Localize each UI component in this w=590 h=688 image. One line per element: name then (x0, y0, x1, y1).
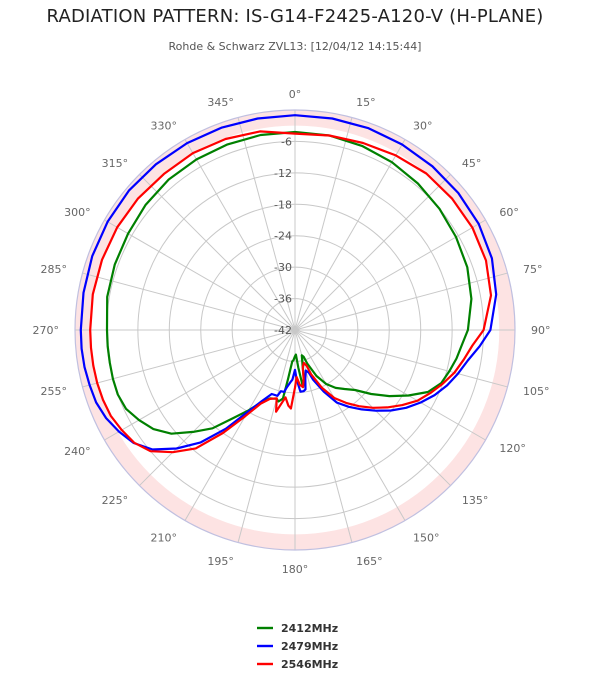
angle-tick-label: 165° (356, 555, 383, 568)
angle-tick-label: 225° (102, 494, 129, 507)
angle-tick-label: 240° (64, 445, 91, 458)
angle-tick-label: 330° (151, 120, 178, 133)
series-lines (79, 114, 498, 454)
grid-spoke (104, 329, 296, 441)
chart-title: RADIATION PATTERN: IS-G14-F2425-A120-V (… (46, 6, 544, 27)
grid-spoke (139, 174, 296, 331)
outer-ring (74, 109, 516, 551)
angle-tick-label: 0° (289, 88, 302, 101)
grid-spoke (82, 272, 296, 331)
radial-tick-label: -30 (274, 261, 292, 274)
angle-tick-label: 15° (356, 96, 376, 109)
grid-spoke (82, 329, 296, 388)
angle-tick-label: 210° (151, 531, 178, 544)
angle-tick-label: 30° (413, 120, 433, 133)
grid-spoke (104, 219, 296, 331)
radial-tick-label: -6 (281, 135, 292, 148)
grid-spoke (294, 139, 406, 331)
polar-grid (74, 109, 516, 551)
grid-spoke (294, 117, 353, 331)
grid-spoke (184, 329, 296, 521)
series-line-2546MHz (89, 130, 493, 454)
grid-spoke (294, 329, 353, 543)
grid-spoke (184, 139, 296, 331)
angle-tick-label: 300° (64, 206, 91, 219)
radial-tick-label: -42 (274, 324, 292, 337)
angle-tick-label: 75° (523, 263, 543, 276)
radial-tick-label: -18 (274, 198, 292, 211)
angle-tick-label: 45° (462, 157, 482, 170)
legend-label-2412MHz: 2412MHz (281, 622, 338, 635)
radial-tick-label: -12 (274, 167, 292, 180)
angle-tick-label: 345° (207, 96, 234, 109)
grid-spoke (294, 329, 406, 521)
grid-spoke (294, 174, 451, 331)
angle-tick-label: 255° (41, 385, 68, 398)
grid-spoke (237, 117, 296, 331)
angle-tick-labels: 0° 15° 30° 45° 60° 75° 90° 105° 120° 135° 150° 165°… (33, 88, 551, 576)
angle-tick-label: 285° (41, 263, 68, 276)
angle-tick-label: 135° (462, 494, 489, 507)
angle-tick-label: 60° (499, 206, 519, 219)
angle-tick-label: 150° (413, 531, 440, 544)
grid-spoke (294, 329, 508, 388)
grid-spoke (294, 272, 508, 331)
legend-label-2479MHz: 2479MHz (281, 640, 338, 653)
angle-tick-label: 90° (531, 324, 551, 337)
series-line-2479MHz (79, 114, 498, 451)
angle-tick-label: 315° (102, 157, 129, 170)
legend: 2412MHz 2479MHz 2546MHz (257, 622, 338, 671)
angle-tick-label: 120° (499, 442, 526, 455)
chart-subtitle: Rohde & Schwarz ZVL13: [12/04/12 14:15:4… (168, 40, 422, 53)
grid-spoke (139, 329, 296, 486)
grid-spoke (294, 219, 486, 331)
radial-tick-labels: -6 -12 -18 -24 -30 -36 -42 (274, 135, 292, 337)
series-line-2412MHz (105, 130, 473, 435)
angle-tick-label: 195° (207, 555, 234, 568)
grid-spoke (237, 329, 296, 543)
legend-label-2546MHz: 2546MHz (281, 658, 338, 671)
angle-tick-label: 270° (33, 324, 60, 337)
angle-tick-label: 105° (523, 385, 550, 398)
radial-tick-label: -36 (274, 293, 292, 306)
radial-tick-label: -24 (274, 230, 292, 243)
angle-tick-label: 180° (282, 563, 309, 576)
grid-spoke (294, 329, 486, 441)
